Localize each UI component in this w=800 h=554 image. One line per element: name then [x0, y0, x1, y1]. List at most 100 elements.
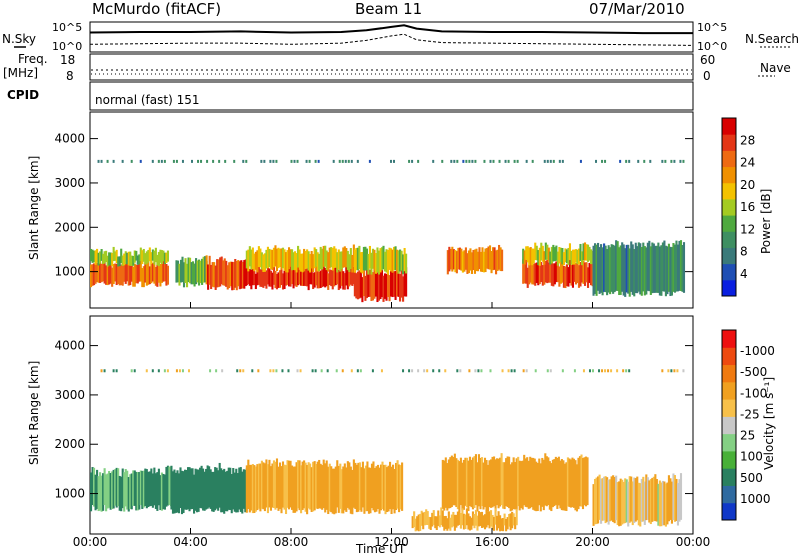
data-cell [361, 251, 364, 274]
data-cell [315, 249, 318, 267]
data-cell [534, 369, 537, 373]
data-cell [221, 470, 224, 513]
data-cell [356, 369, 359, 373]
data-cell [352, 459, 355, 508]
data-cell [130, 255, 133, 267]
data-cell [171, 471, 175, 514]
data-cell [444, 369, 447, 373]
data-cell [337, 269, 340, 291]
data-cell [627, 481, 630, 527]
data-cell [138, 472, 141, 510]
data-cell [515, 458, 518, 510]
data-cell [190, 262, 193, 285]
data-cell [253, 253, 256, 272]
data-cell [147, 471, 150, 508]
data-cell [500, 453, 503, 506]
data-cell [486, 464, 490, 512]
colorbar-swatch [722, 364, 736, 383]
data-cell [373, 268, 376, 299]
data-cell [651, 477, 654, 522]
data-cell [502, 462, 505, 509]
data-cell [310, 467, 313, 512]
data-cell [589, 264, 593, 286]
data-cell [108, 252, 111, 266]
data-cell [470, 459, 473, 508]
data-cell [552, 159, 555, 163]
data-cell [588, 369, 591, 373]
data-cell [398, 464, 401, 513]
data-cell [281, 273, 285, 290]
data-cell [242, 469, 245, 509]
data-cell [380, 267, 384, 298]
data-cell [280, 466, 283, 514]
data-cell [126, 252, 129, 265]
data-cell [278, 462, 282, 510]
data-cell [504, 159, 507, 163]
data-cell [106, 159, 109, 163]
data-cell [549, 159, 552, 163]
data-cell [501, 369, 504, 373]
data-cell [120, 476, 123, 512]
data-cell [457, 247, 460, 270]
data-cell [343, 463, 346, 511]
data-cell [224, 159, 227, 163]
y-tick-label: 4000 [54, 339, 85, 353]
data-cell [471, 511, 475, 526]
data-cell [535, 245, 538, 261]
data-cell [443, 460, 446, 511]
data-cell [319, 246, 322, 270]
data-cell [498, 244, 501, 270]
data-cell [393, 246, 396, 271]
data-cell [313, 247, 316, 269]
data-cell [227, 467, 230, 510]
data-cell [162, 473, 165, 510]
colorbar-tick-label: 25 [740, 429, 755, 443]
data-cell [277, 466, 280, 511]
data-cell [96, 263, 99, 283]
data-cell [505, 518, 508, 532]
data-cell [361, 277, 364, 303]
data-cell [511, 462, 514, 511]
data-cell [181, 159, 184, 163]
data-cell [595, 159, 598, 163]
nave-tick-bottom: 0 [703, 69, 711, 83]
data-cell [283, 464, 286, 510]
data-cell [145, 251, 148, 264]
data-cell [570, 265, 573, 286]
data-cell [461, 508, 464, 526]
data-cell [135, 250, 138, 261]
data-cell [348, 267, 351, 287]
data-cell [245, 265, 248, 286]
data-cell [187, 257, 190, 283]
data-cell [552, 263, 555, 287]
data-cell [342, 466, 345, 514]
data-cell [182, 262, 186, 288]
data-cell [633, 477, 636, 524]
data-cell [266, 246, 269, 269]
data-cell [505, 458, 508, 507]
data-cell [99, 251, 102, 264]
data-cell [340, 251, 343, 270]
data-cell [216, 259, 219, 288]
data-cell [328, 269, 331, 286]
data-cell [678, 479, 681, 522]
data-cell [364, 275, 367, 301]
data-cell [308, 159, 311, 163]
colorbar-swatch [722, 279, 736, 297]
data-cell [138, 254, 141, 265]
data-cell [670, 481, 673, 524]
data-cell [503, 462, 506, 510]
data-cell [307, 270, 310, 291]
data-cell [359, 271, 362, 298]
data-cell [356, 271, 359, 300]
data-cell [655, 245, 658, 293]
data-cell [322, 245, 325, 267]
data-cell [482, 251, 486, 273]
data-cell [654, 474, 657, 522]
data-cell [594, 478, 597, 525]
data-cell [361, 461, 364, 508]
data-cell [535, 262, 538, 283]
data-cell [136, 265, 139, 284]
data-cell [616, 482, 619, 526]
data-cell [355, 273, 358, 299]
